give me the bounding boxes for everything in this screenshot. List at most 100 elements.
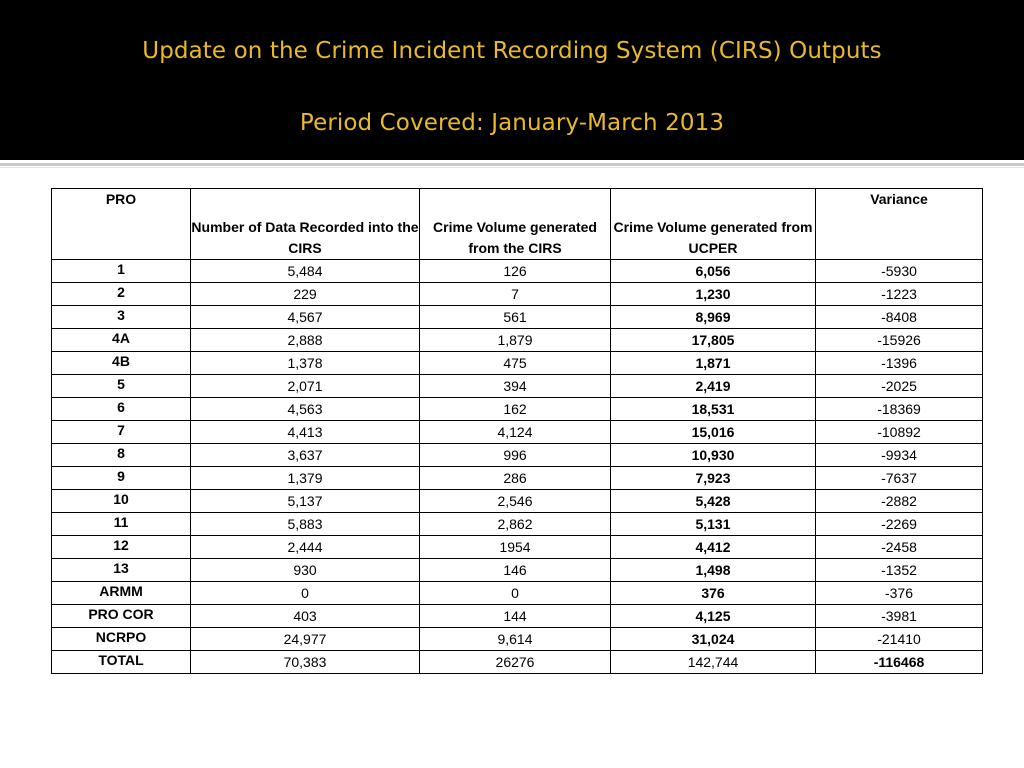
cell-ucper: 31,024 xyxy=(610,627,816,651)
cell-pro: 3 xyxy=(51,305,191,329)
table-row: 4B 1,378 475 1,871 -1396 xyxy=(51,351,983,375)
table-row: 12 2,444 1954 4,412 -2458 xyxy=(51,535,983,559)
cell-recorded: 930 xyxy=(190,558,420,582)
header-divider xyxy=(0,163,1024,166)
cell-variance: -116468 xyxy=(815,650,983,674)
cell-pro: 10 xyxy=(51,489,191,513)
table-row: 11 5,883 2,862 5,131 -2269 xyxy=(51,512,983,536)
cell-cirs: 996 xyxy=(419,443,611,467)
cell-cirs: 9,614 xyxy=(419,627,611,651)
cell-pro: 8 xyxy=(51,443,191,467)
cell-pro: TOTAL xyxy=(51,650,191,674)
column-header-variance: Variance xyxy=(815,188,983,260)
cell-cirs: 2,546 xyxy=(419,489,611,513)
column-header-ucper: Crime Volume generated from UCPER xyxy=(610,188,816,260)
cell-pro: 7 xyxy=(51,420,191,444)
cell-variance: -3981 xyxy=(815,604,983,628)
cell-variance: -1352 xyxy=(815,558,983,582)
table-row: 10 5,137 2,546 5,428 -2882 xyxy=(51,489,983,513)
cell-variance: -1396 xyxy=(815,351,983,375)
cell-ucper: 17,805 xyxy=(610,328,816,352)
cell-cirs: 475 xyxy=(419,351,611,375)
cell-cirs: 4,124 xyxy=(419,420,611,444)
cell-cirs: 146 xyxy=(419,558,611,582)
cell-ucper: 5,428 xyxy=(610,489,816,513)
cell-ucper: 6,056 xyxy=(610,259,816,283)
cell-recorded: 4,563 xyxy=(190,397,420,421)
cell-pro: 6 xyxy=(51,397,191,421)
table-row: 7 4,413 4,124 15,016 -10892 xyxy=(51,420,983,444)
cell-ucper: 1,871 xyxy=(610,351,816,375)
cell-ucper: 8,969 xyxy=(610,305,816,329)
cell-pro: 1 xyxy=(51,259,191,283)
cell-variance: -2458 xyxy=(815,535,983,559)
cell-variance: -18369 xyxy=(815,397,983,421)
cell-cirs: 0 xyxy=(419,581,611,605)
cell-recorded: 229 xyxy=(190,282,420,306)
cell-ucper: 7,923 xyxy=(610,466,816,490)
cell-pro: 11 xyxy=(51,512,191,536)
cell-cirs: 2,862 xyxy=(419,512,611,536)
slide-title: Update on the Crime Incident Recording S… xyxy=(142,38,882,64)
table-row: 6 4,563 162 18,531 -18369 xyxy=(51,397,983,421)
cell-variance: -15926 xyxy=(815,328,983,352)
cell-pro: 12 xyxy=(51,535,191,559)
cell-ucper: 5,131 xyxy=(610,512,816,536)
cell-pro: 2 xyxy=(51,282,191,306)
cell-variance: -2025 xyxy=(815,374,983,398)
cell-recorded: 5,883 xyxy=(190,512,420,536)
slide-subtitle-period: Period Covered: January-March 2013 xyxy=(299,110,725,136)
cell-cirs: 394 xyxy=(419,374,611,398)
cell-variance: -7637 xyxy=(815,466,983,490)
cell-cirs: 561 xyxy=(419,305,611,329)
column-header-cirs: Crime Volume generated from the CIRS xyxy=(419,188,611,260)
cell-variance: -8408 xyxy=(815,305,983,329)
cell-variance: -21410 xyxy=(815,627,983,651)
slide-header: Update on the Crime Incident Recording S… xyxy=(0,0,1024,160)
cell-pro: 5 xyxy=(51,374,191,398)
column-header-recorded: Number of Data Recorded into the CIRS xyxy=(190,188,420,260)
cell-variance: -2882 xyxy=(815,489,983,513)
header-divider-shadow xyxy=(0,167,1024,168)
cell-ucper: 1,498 xyxy=(610,558,816,582)
table-row: ARMM 0 0 376 -376 xyxy=(51,581,983,605)
cell-pro: PRO COR xyxy=(51,604,191,628)
cell-recorded: 0 xyxy=(190,581,420,605)
cell-pro: 13 xyxy=(51,558,191,582)
cell-pro: 9 xyxy=(51,466,191,490)
table-row: 5 2,071 394 2,419 -2025 xyxy=(51,374,983,398)
table-row: 2 229 7 1,230 -1223 xyxy=(51,282,983,306)
cell-cirs: 162 xyxy=(419,397,611,421)
cell-cirs: 144 xyxy=(419,604,611,628)
cell-cirs: 7 xyxy=(419,282,611,306)
table-row: PRO COR 403 144 4,125 -3981 xyxy=(51,604,983,628)
cell-ucper: 2,419 xyxy=(610,374,816,398)
cell-recorded: 5,484 xyxy=(190,259,420,283)
cell-variance: -9934 xyxy=(815,443,983,467)
cell-cirs: 26276 xyxy=(419,650,611,674)
cell-ucper: 4,125 xyxy=(610,604,816,628)
cell-variance: -376 xyxy=(815,581,983,605)
cell-pro: 4A xyxy=(51,328,191,352)
cell-ucper: 18,531 xyxy=(610,397,816,421)
table-row: 13 930 146 1,498 -1352 xyxy=(51,558,983,582)
cell-pro: ARMM xyxy=(51,581,191,605)
cell-variance: -5930 xyxy=(815,259,983,283)
cell-recorded: 1,378 xyxy=(190,351,420,375)
table-row: 1 5,484 126 6,056 -5930 xyxy=(51,259,983,283)
cell-pro: NCRPO xyxy=(51,627,191,651)
cell-recorded: 2,888 xyxy=(190,328,420,352)
table-body: 1 5,484 126 6,056 -5930 2 229 7 1,230 -1223 3 4,567… xyxy=(51,259,983,674)
cell-recorded: 4,567 xyxy=(190,305,420,329)
cell-recorded: 2,444 xyxy=(190,535,420,559)
cell-ucper: 15,016 xyxy=(610,420,816,444)
cell-variance: -2269 xyxy=(815,512,983,536)
cell-variance: -10892 xyxy=(815,420,983,444)
cell-ucper: 1,230 xyxy=(610,282,816,306)
cell-pro: 4B xyxy=(51,351,191,375)
table-total-row: TOTAL 70,383 26276 142,744 -116468 xyxy=(51,650,983,674)
crime-volume-table: PRO Number of Data Recorded into the CIR… xyxy=(51,188,983,674)
table-row: 9 1,379 286 7,923 -7637 xyxy=(51,466,983,490)
cell-recorded: 3,637 xyxy=(190,443,420,467)
cell-recorded: 403 xyxy=(190,604,420,628)
